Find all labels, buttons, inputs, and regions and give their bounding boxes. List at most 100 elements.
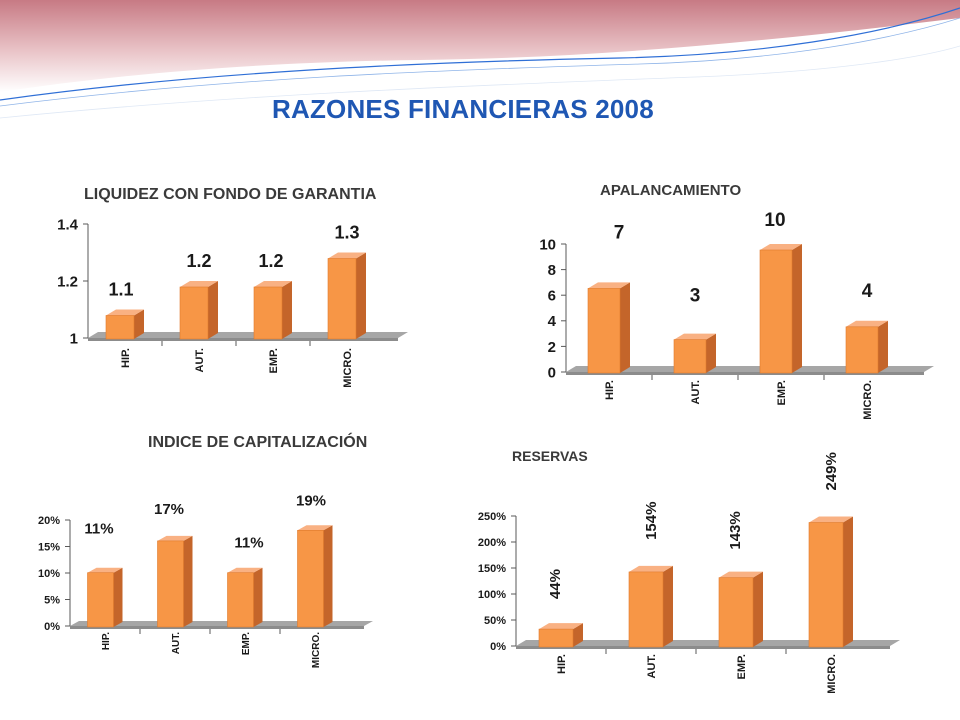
bar-side — [706, 333, 716, 373]
x-tick-label: HIP. — [120, 348, 132, 368]
bar-top — [180, 281, 218, 287]
bar — [808, 522, 844, 648]
y-tick-label: 150% — [478, 563, 506, 575]
chart-floor — [566, 366, 934, 372]
y-tick-label: 10 — [539, 236, 556, 253]
x-tick-label: AUT. — [194, 348, 206, 372]
y-tick-label: 0% — [490, 641, 506, 653]
bar-top — [157, 535, 193, 541]
data-label: 1.2 — [186, 251, 211, 271]
y-tick-label: 50% — [484, 615, 506, 627]
chart-title: APALANCAMIENTO — [600, 182, 742, 199]
bar — [87, 572, 114, 628]
bar-top — [760, 244, 802, 250]
y-tick-label: 8 — [548, 262, 556, 279]
chart-apalancamiento: APALANCAMIENTO 0 2 4 6 8 10 7 HIP. 3 AUT. 10 EMP. 4 M… — [490, 172, 950, 452]
data-label: 7 — [614, 222, 625, 243]
x-tick-label: AUT. — [646, 654, 658, 678]
bar-top — [87, 567, 123, 573]
data-label: 1.3 — [334, 223, 359, 243]
x-tick-label: EMP. — [776, 380, 788, 405]
bar — [845, 326, 879, 374]
chart-title: INDICE DE CAPITALIZACIÓN — [148, 434, 368, 451]
y-tick-label: 2 — [548, 339, 556, 356]
y-tick-label: 10% — [38, 568, 60, 580]
chart-svg: 0% 50% 100% 150% 200% 250% 44% HIP. 154% AUT. 143%… — [478, 452, 900, 694]
x-tick-label: HIP. — [604, 380, 616, 400]
bar-side — [843, 516, 853, 647]
bar-side — [323, 525, 333, 627]
data-label: 143% — [727, 511, 744, 549]
y-tick-label: 1 — [70, 330, 78, 347]
y-tick-label: 0 — [548, 364, 556, 381]
bar-side — [356, 252, 366, 339]
y-tick-label: 200% — [478, 537, 506, 549]
bar-side — [183, 535, 193, 627]
bar-top — [588, 282, 630, 289]
data-label: 10 — [764, 210, 785, 231]
data-label: 154% — [643, 502, 660, 540]
y-tick-label: 6 — [548, 288, 556, 305]
bar-top — [254, 281, 292, 287]
data-label: 3 — [690, 286, 701, 307]
bar — [157, 540, 184, 628]
chart-svg: 0 2 4 6 8 10 7 HIP. 3 AUT. 10 EMP. 4 MICRO. — [539, 210, 934, 420]
bar-side — [208, 281, 218, 339]
y-tick-label: 20% — [38, 515, 60, 527]
y-tick-label: 5% — [44, 594, 60, 606]
bar-side — [753, 571, 763, 647]
chart-capitalizacion: INDICE DE CAPITALIZACIÓN 0% 5% 10% 15% 20% 11… — [20, 428, 460, 708]
chart-floor-edge — [566, 372, 924, 375]
y-tick-label: 0% — [44, 621, 60, 633]
data-label: 1.1 — [108, 280, 133, 300]
bar — [253, 286, 283, 340]
page-title: RAZONES FINANCIERAS 2008 — [272, 94, 654, 124]
bar — [673, 339, 707, 374]
bar-side — [573, 623, 583, 647]
x-tick-label: AUT. — [171, 632, 182, 654]
bar-top — [227, 567, 263, 573]
x-tick-label: MICRO. — [342, 348, 354, 388]
data-label: 4 — [862, 281, 873, 302]
bar-side — [282, 281, 292, 339]
x-tick-label: EMP. — [268, 348, 280, 373]
chart-floor — [516, 640, 900, 646]
x-tick-label: AUT. — [690, 380, 702, 404]
bar-top — [297, 525, 333, 531]
bar — [297, 530, 324, 628]
data-label: 11% — [234, 535, 263, 552]
y-tick-label: 1.4 — [57, 216, 79, 233]
bar-side — [878, 320, 888, 373]
bar-side — [253, 567, 263, 627]
y-tick-label: 250% — [478, 511, 506, 523]
bar-top — [629, 565, 673, 572]
data-label: 249% — [823, 452, 840, 490]
y-tick-label: 1.2 — [57, 273, 78, 290]
chart-svg: 0% 5% 10% 15% 20% 11% HIP. 17% AUT. 11% EMP. 19% MIC… — [38, 492, 373, 668]
bar — [227, 572, 254, 628]
bar — [718, 577, 754, 648]
data-label: 19% — [296, 492, 326, 509]
chart-floor-edge — [70, 626, 364, 629]
y-tick-label: 100% — [478, 589, 506, 601]
bar — [538, 628, 574, 648]
bar-top — [846, 320, 888, 327]
chart-floor-edge — [516, 646, 890, 649]
bar — [327, 258, 357, 340]
y-tick-label: 15% — [38, 541, 60, 553]
chart-title: LIQUIDEZ CON FONDO DE GARANTIA — [84, 186, 377, 203]
data-label: 1.2 — [258, 251, 283, 271]
data-label: 11% — [84, 521, 113, 538]
x-tick-label: MICRO. — [311, 632, 322, 668]
bar-side — [620, 282, 630, 373]
bar — [587, 288, 621, 374]
x-tick-label: MICRO. — [862, 380, 874, 420]
x-tick-label: EMP. — [736, 654, 748, 679]
bar-side — [134, 309, 144, 339]
header-wave-graphic — [0, 0, 960, 119]
bar-side — [792, 244, 802, 373]
bar-top — [328, 252, 366, 259]
bar-side — [663, 565, 673, 647]
header-banner — [0, 0, 960, 150]
bar-top — [106, 309, 144, 316]
